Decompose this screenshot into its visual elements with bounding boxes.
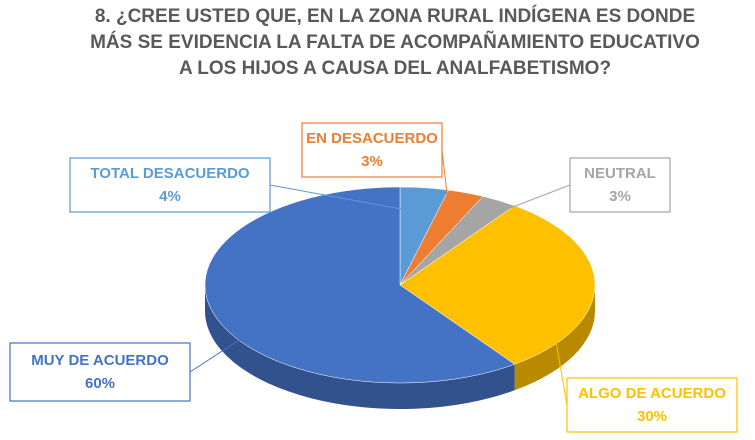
leader-line — [545, 284, 568, 406]
data-label-value: 60% — [85, 375, 115, 392]
data-label-category: TOTAL DESACUERDO — [90, 165, 250, 182]
data-label-value: 3% — [361, 153, 383, 170]
label-box — [301, 122, 443, 178]
data-label-category: EN DESACUERDO — [306, 130, 438, 147]
leader-line — [474, 184, 571, 223]
data-label-category: ALGO DE ACUERDO — [578, 385, 726, 402]
leader-line — [189, 301, 299, 373]
leader-line — [269, 184, 419, 213]
label-box — [566, 377, 738, 433]
leader-line — [441, 149, 451, 216]
label-box — [69, 157, 271, 213]
data-label-value: 30% — [637, 408, 667, 425]
data-label-value: 3% — [609, 188, 631, 205]
chart-title: 8. ¿CREE USTED QUE, EN LA ZONA RURAL IND… — [90, 6, 700, 79]
slice — [204, 186, 516, 384]
label-box — [569, 157, 671, 213]
label-box — [9, 342, 191, 402]
slice-side — [204, 285, 515, 409]
slice-side — [514, 285, 595, 391]
data-label-value: 4% — [159, 188, 181, 205]
data-label-category: NEUTRAL — [584, 165, 656, 182]
slice — [399, 205, 596, 365]
data-label-category: MUY DE ACUERDO — [31, 352, 169, 369]
